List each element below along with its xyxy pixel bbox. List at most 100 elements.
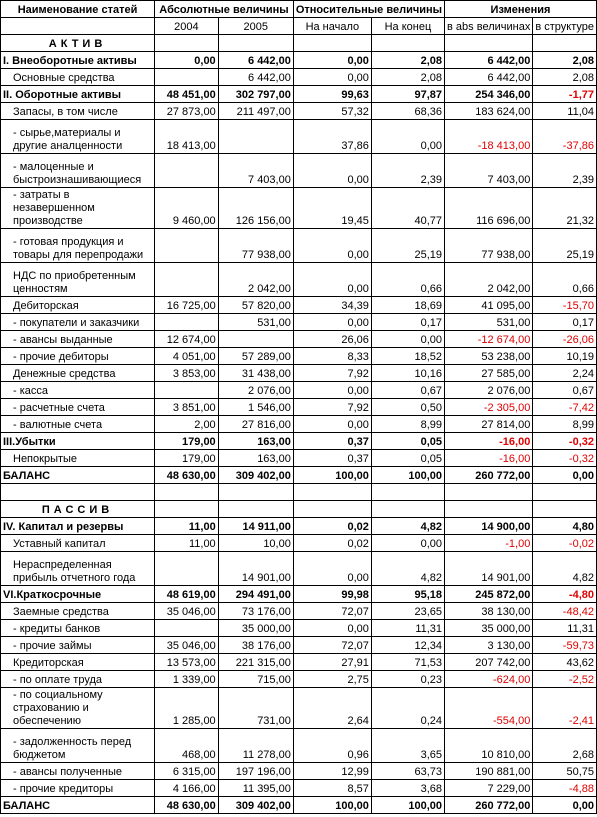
share-start-cell[interactable]: 0,02 (292, 534, 372, 552)
value-2005-cell[interactable]: 294 491,00 (217, 585, 294, 603)
share-start-cell[interactable]: 0,96 (292, 728, 372, 763)
share-end-cell[interactable]: 0,05 (370, 449, 446, 467)
value-2004-cell[interactable] (154, 153, 219, 188)
row-label[interactable]: - готовая продукция и товары для перепро… (0, 228, 156, 263)
value-2005-cell[interactable]: 731,00 (217, 687, 294, 729)
value-2005-cell[interactable]: 7 403,00 (217, 153, 294, 188)
change-abs-cell[interactable]: 6 442,00 (444, 68, 534, 86)
section-title[interactable]: АКТИВ (0, 34, 156, 52)
subheader-cell[interactable]: На начало (292, 17, 372, 35)
share-end-cell[interactable]: 0,00 (370, 534, 446, 552)
change-structure-cell[interactable]: 2,08 (532, 68, 597, 86)
share-start-cell[interactable]: 12,99 (292, 762, 372, 780)
share-start-cell[interactable]: 99,63 (292, 85, 372, 103)
change-structure-cell[interactable]: -59,73 (532, 636, 597, 654)
value-2005-cell[interactable]: 27 816,00 (217, 415, 294, 433)
value-2004-cell[interactable]: 48 619,00 (154, 585, 219, 603)
change-abs-cell[interactable]: 183 624,00 (444, 102, 534, 120)
value-2005-cell[interactable] (217, 119, 294, 154)
change-structure-cell[interactable]: 10,19 (532, 347, 597, 365)
share-start-cell[interactable]: 7,92 (292, 398, 372, 416)
change-abs-cell[interactable]: 207 742,00 (444, 653, 534, 671)
change-structure-cell[interactable]: -1,77 (532, 85, 597, 103)
change-abs-cell[interactable]: -18 413,00 (444, 119, 534, 154)
change-structure-cell[interactable]: 43,62 (532, 653, 597, 671)
share-end-cell[interactable]: 0,24 (370, 687, 446, 729)
change-abs-cell[interactable]: 7 403,00 (444, 153, 534, 188)
share-start-cell[interactable]: 72,07 (292, 602, 372, 620)
row-label[interactable]: - прочие дебиторы (0, 347, 156, 365)
share-start-cell[interactable]: 7,92 (292, 364, 372, 382)
value-2005-cell[interactable]: 197 196,00 (217, 762, 294, 780)
row-label[interactable]: II. Оборотные активы (0, 85, 156, 103)
share-end-cell[interactable]: 25,19 (370, 228, 446, 263)
row-label[interactable]: Денежные средства (0, 364, 156, 382)
change-abs-cell[interactable]: -624,00 (444, 670, 534, 688)
change-abs-cell[interactable]: 2 042,00 (444, 262, 534, 297)
change-structure-cell[interactable]: 4,82 (532, 551, 597, 586)
change-structure-cell[interactable]: 11,31 (532, 619, 597, 637)
empty-cell[interactable] (292, 34, 372, 52)
share-end-cell[interactable]: 3,68 (370, 779, 446, 797)
empty-cell[interactable] (444, 500, 534, 518)
share-end-cell[interactable]: 3,65 (370, 728, 446, 763)
value-2004-cell[interactable]: 18 413,00 (154, 119, 219, 154)
row-label[interactable]: Нераспределенная прибыль отчетного года (0, 551, 156, 586)
value-2005-cell[interactable]: 309 402,00 (217, 466, 294, 484)
share-start-cell[interactable]: 0,00 (292, 415, 372, 433)
change-structure-cell[interactable]: 0,00 (532, 466, 597, 484)
change-abs-cell[interactable]: 41 095,00 (444, 296, 534, 314)
change-structure-cell[interactable]: -2,52 (532, 670, 597, 688)
header-absolute-cell[interactable]: Абсолютные величины (154, 0, 294, 18)
change-structure-cell[interactable]: 2,08 (532, 51, 597, 69)
row-label[interactable]: Основные средства (0, 68, 156, 86)
change-abs-cell[interactable]: 260 772,00 (444, 466, 534, 484)
value-2004-cell[interactable]: 468,00 (154, 728, 219, 763)
row-label[interactable]: БАЛАНС (0, 796, 156, 814)
empty-cell[interactable] (370, 483, 446, 501)
subheader-cell[interactable] (0, 17, 156, 35)
value-2005-cell[interactable]: 57 820,00 (217, 296, 294, 314)
change-structure-cell[interactable]: 2,39 (532, 153, 597, 188)
value-2005-cell[interactable]: 211 497,00 (217, 102, 294, 120)
value-2004-cell[interactable]: 13 573,00 (154, 653, 219, 671)
subheader-cell[interactable]: в структуре (532, 17, 597, 35)
share-start-cell[interactable]: 19,45 (292, 187, 372, 229)
value-2005-cell[interactable]: 57 289,00 (217, 347, 294, 365)
share-start-cell[interactable]: 0,00 (292, 228, 372, 263)
share-start-cell[interactable]: 8,33 (292, 347, 372, 365)
value-2005-cell[interactable]: 531,00 (217, 313, 294, 331)
value-2005-cell[interactable]: 309 402,00 (217, 796, 294, 814)
change-structure-cell[interactable]: 11,04 (532, 102, 597, 120)
empty-cell[interactable] (370, 500, 446, 518)
share-end-cell[interactable]: 0,00 (370, 330, 446, 348)
value-2004-cell[interactable]: 27 873,00 (154, 102, 219, 120)
change-abs-cell[interactable]: 10 810,00 (444, 728, 534, 763)
change-structure-cell[interactable]: 8,99 (532, 415, 597, 433)
value-2005-cell[interactable]: 1 546,00 (217, 398, 294, 416)
share-end-cell[interactable]: 2,08 (370, 51, 446, 69)
value-2005-cell[interactable]: 73 176,00 (217, 602, 294, 620)
row-label[interactable]: Заемные средства (0, 602, 156, 620)
value-2005-cell[interactable]: 11 395,00 (217, 779, 294, 797)
row-label[interactable]: - касса (0, 381, 156, 399)
share-end-cell[interactable]: 0,00 (370, 119, 446, 154)
row-label[interactable]: - по социальному страхованию и обеспечен… (0, 687, 156, 729)
share-end-cell[interactable]: 4,82 (370, 517, 446, 535)
change-abs-cell[interactable]: -16,00 (444, 432, 534, 450)
row-label[interactable]: I. Внеоборотные активы (0, 51, 156, 69)
row-label[interactable]: - малоценные и быстроизнашивающиеся (0, 153, 156, 188)
change-abs-cell[interactable]: 3 130,00 (444, 636, 534, 654)
change-structure-cell[interactable]: 25,19 (532, 228, 597, 263)
empty-cell[interactable] (444, 483, 534, 501)
value-2004-cell[interactable]: 4 051,00 (154, 347, 219, 365)
value-2004-cell[interactable]: 6 315,00 (154, 762, 219, 780)
value-2005-cell[interactable]: 77 938,00 (217, 228, 294, 263)
value-2005-cell[interactable]: 31 438,00 (217, 364, 294, 382)
row-label[interactable]: - затраты в незавершенном производстве (0, 187, 156, 229)
change-structure-cell[interactable]: 2,24 (532, 364, 597, 382)
row-label[interactable]: - расчетные счета (0, 398, 156, 416)
value-2004-cell[interactable]: 48 630,00 (154, 796, 219, 814)
row-label[interactable]: Дебиторская (0, 296, 156, 314)
header-changes-cell[interactable]: Изменения (444, 0, 597, 18)
